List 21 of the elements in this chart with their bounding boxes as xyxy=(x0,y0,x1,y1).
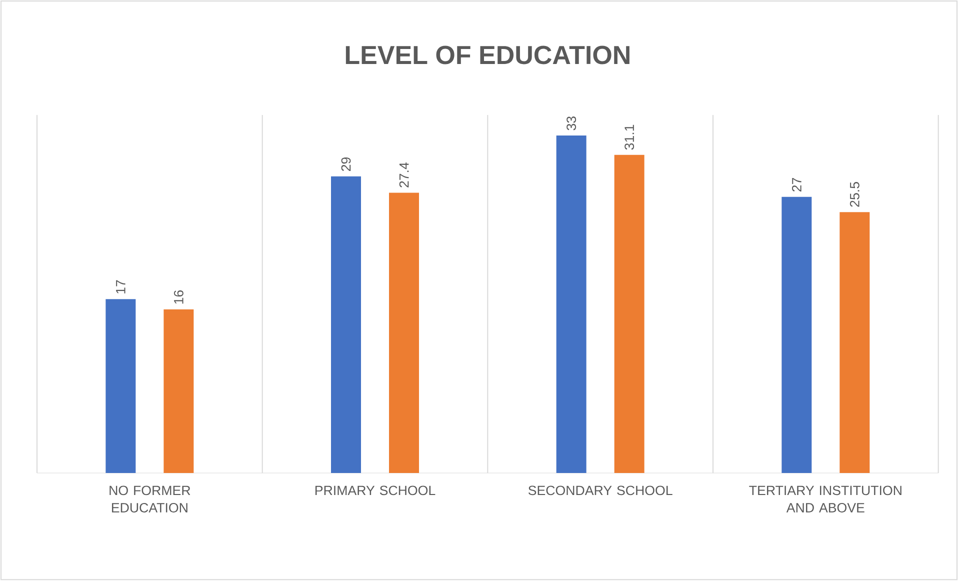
data-label: 27.4 xyxy=(399,162,409,188)
x-tick-label: SECONDARY SCHOOL xyxy=(528,486,672,496)
chart-title: LEVEL OF EDUCATION xyxy=(346,46,630,64)
x-tick-label: TERTIARY INSTITUTION AND ABOVE xyxy=(749,486,902,512)
data-label: 27 xyxy=(792,178,802,192)
data-label: 29 xyxy=(341,157,351,171)
data-label: 16 xyxy=(174,290,184,304)
x-tick-label: PRIMARY SCHOOL xyxy=(315,486,436,496)
bar xyxy=(331,176,361,473)
bar xyxy=(614,154,644,473)
x-tick-label: NO FORMER EDUCATION xyxy=(110,486,190,512)
data-label: 33 xyxy=(566,116,576,130)
bar xyxy=(389,192,419,473)
bar xyxy=(106,299,136,473)
bar xyxy=(164,309,194,473)
data-label: 25.5 xyxy=(850,182,860,207)
data-label: 31.1 xyxy=(624,124,634,150)
data-label: 17 xyxy=(116,280,126,294)
bar xyxy=(782,196,812,473)
bar xyxy=(556,135,586,473)
bar xyxy=(840,212,870,473)
